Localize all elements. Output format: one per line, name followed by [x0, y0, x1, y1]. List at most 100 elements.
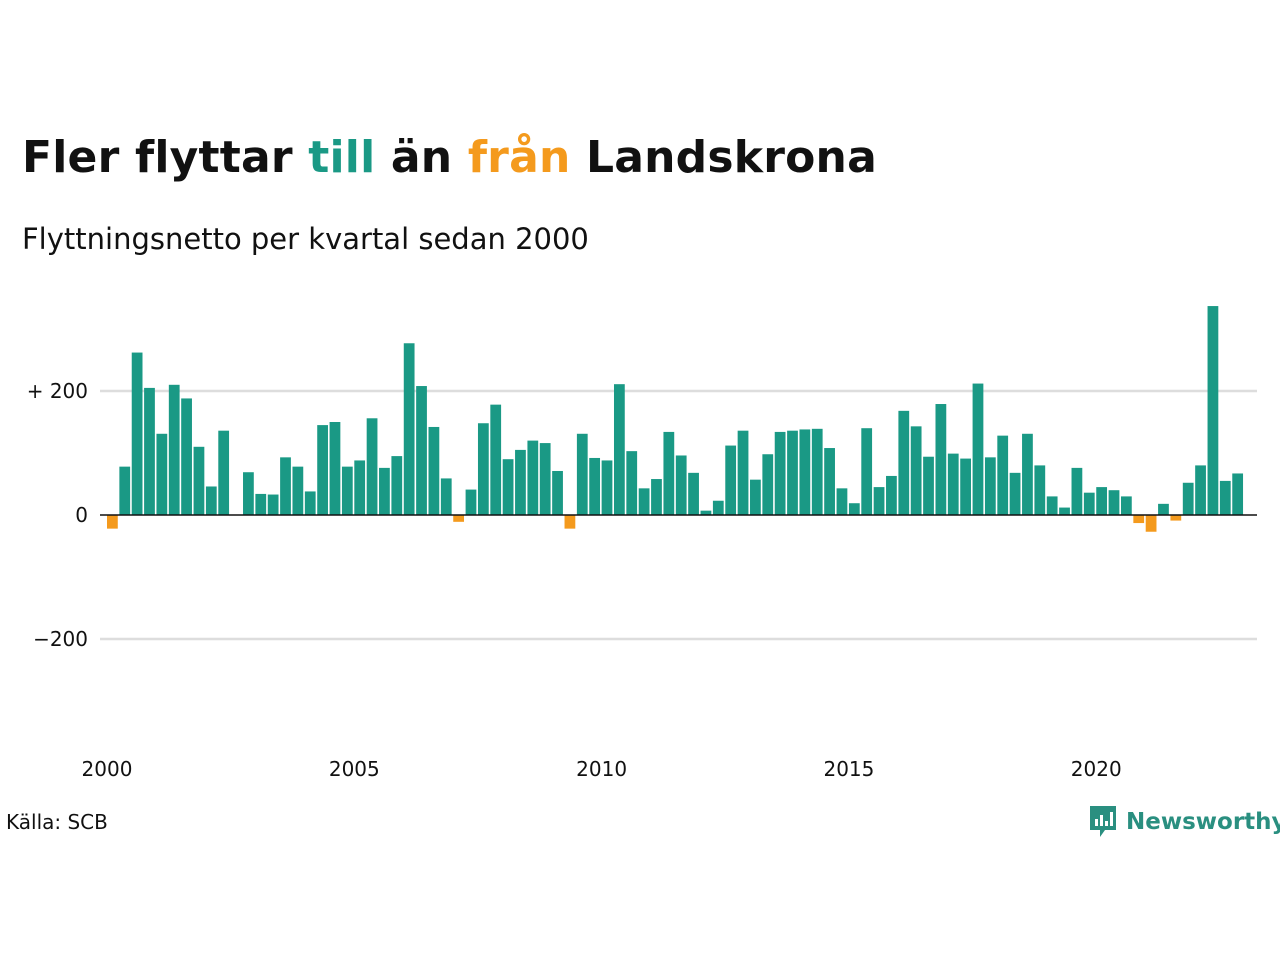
bar	[1071, 467, 1083, 515]
bar	[1207, 306, 1219, 515]
bar	[861, 428, 873, 515]
bar	[292, 466, 304, 515]
bar	[601, 460, 613, 515]
x-tick-label: 2000	[82, 757, 133, 781]
chart-title: Fler flyttar till än från Landskrona	[22, 132, 877, 183]
bar	[774, 431, 786, 515]
bar	[527, 440, 539, 515]
bar	[490, 404, 502, 515]
bar	[638, 488, 650, 515]
bar	[218, 430, 230, 515]
x-tick-label: 2020	[1071, 757, 1122, 781]
x-axis-labels: 2000 2005 2010 2015 2020	[82, 757, 1122, 781]
title-part-3: än	[375, 132, 468, 183]
title-part-5: Landskrona	[570, 132, 877, 183]
bar	[465, 489, 477, 515]
bar	[1145, 515, 1157, 532]
bar	[725, 445, 737, 515]
bar	[799, 429, 811, 515]
bar	[391, 456, 403, 515]
bar	[453, 515, 465, 522]
bar	[576, 433, 588, 515]
chart-subtitle: Flyttningsnetto per kvartal sedan 2000	[22, 222, 589, 256]
bar	[280, 457, 291, 515]
bar	[688, 472, 699, 515]
bar	[613, 384, 625, 515]
bar	[1096, 487, 1108, 515]
bar-chart: + 200 0 −200 2000 2005 2010 2015 2020	[27, 306, 1257, 781]
bar	[651, 479, 662, 515]
bar	[589, 457, 601, 515]
bar	[910, 426, 922, 515]
bar	[564, 515, 576, 529]
bar	[675, 455, 687, 515]
bar	[416, 386, 427, 515]
bar	[354, 460, 366, 515]
title-highlight-till: till	[308, 132, 376, 183]
bar	[329, 422, 341, 515]
bar	[787, 430, 798, 515]
bar	[107, 515, 118, 529]
bar	[144, 387, 155, 515]
newsworthy-logo-icon	[1090, 806, 1116, 837]
bar	[181, 398, 192, 515]
bar	[886, 475, 897, 515]
bar	[762, 454, 774, 515]
bar	[626, 451, 638, 515]
bar	[379, 467, 390, 515]
bar	[824, 448, 835, 515]
x-tick-label: 2015	[823, 757, 874, 781]
y-tick-label: + 200	[27, 379, 88, 403]
grid-layer	[100, 389, 1257, 641]
bar	[997, 435, 1009, 515]
bar	[515, 449, 526, 515]
bar	[168, 384, 180, 515]
bar	[1133, 515, 1145, 524]
bar	[972, 383, 984, 515]
source-note: Källa: SCB	[6, 810, 108, 834]
bar	[873, 487, 885, 515]
bar	[193, 446, 205, 515]
title-part-1: Fler flyttar	[22, 132, 309, 183]
bar	[848, 503, 860, 515]
bar	[304, 491, 316, 515]
bar	[947, 453, 959, 515]
bar	[243, 472, 254, 515]
bar	[836, 488, 848, 515]
bar	[366, 418, 378, 515]
bar	[205, 486, 217, 515]
bar	[119, 466, 131, 515]
bar	[1182, 482, 1194, 515]
bar	[477, 423, 489, 515]
bar	[1034, 465, 1046, 515]
bar	[539, 443, 551, 515]
bar	[428, 426, 440, 515]
bar	[898, 410, 910, 515]
bar	[341, 466, 353, 515]
bar	[552, 470, 563, 515]
x-tick-label: 2010	[576, 757, 627, 781]
bar	[923, 456, 934, 515]
bar	[712, 500, 724, 515]
bar	[1195, 465, 1206, 515]
bar	[403, 343, 415, 515]
bar	[156, 433, 168, 515]
bar	[502, 459, 514, 515]
bar	[750, 479, 761, 515]
bar	[935, 404, 947, 515]
brand-name: Newsworthy	[1126, 809, 1280, 835]
bar	[1009, 472, 1021, 515]
bar	[1158, 503, 1169, 515]
bar	[1232, 473, 1244, 515]
title-highlight-fran: från	[467, 132, 571, 183]
bar	[811, 428, 823, 515]
bar	[440, 478, 452, 515]
bar	[1046, 496, 1058, 515]
bar	[960, 458, 971, 515]
bar	[984, 457, 996, 515]
y-axis-labels: + 200 0 −200	[27, 379, 88, 651]
bar	[255, 493, 267, 515]
bar	[1108, 490, 1120, 515]
bar	[1120, 496, 1132, 515]
newsworthy-logo[interactable]: Newsworthy	[1088, 804, 1280, 840]
